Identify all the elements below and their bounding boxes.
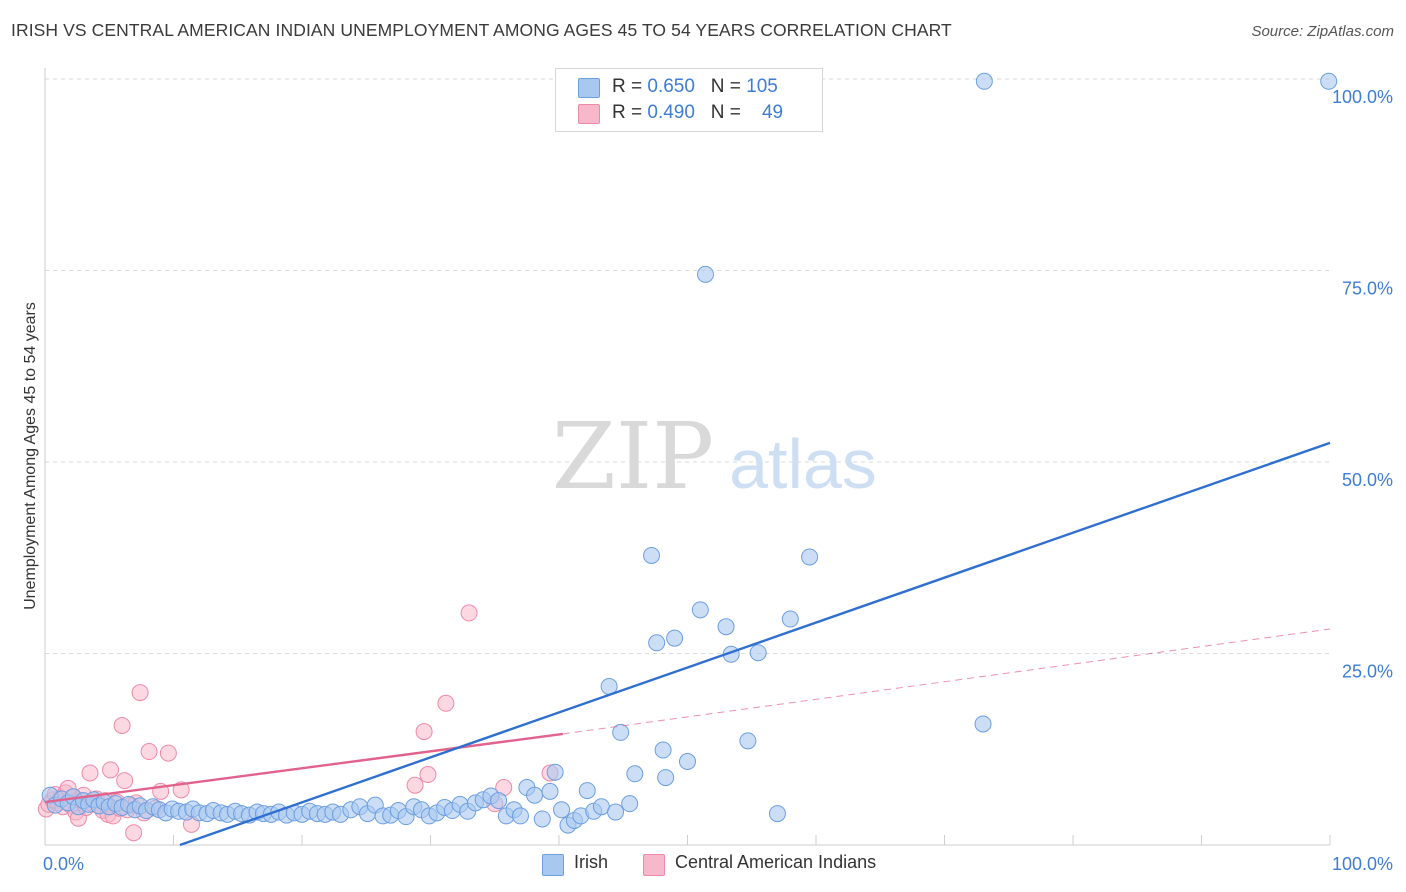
cai-point — [406, 776, 424, 794]
irish-point — [626, 765, 644, 783]
irish-point — [546, 763, 564, 781]
irish-point — [666, 629, 684, 647]
cai-point — [159, 744, 177, 762]
irish-swatch — [578, 78, 600, 98]
watermark-atlas: atlas — [729, 425, 877, 503]
legend-swatch-cai — [643, 854, 665, 876]
irish-point — [749, 644, 767, 662]
irish-point — [490, 792, 508, 810]
irish-point — [643, 546, 661, 564]
irish-point — [592, 798, 610, 816]
cai-point — [81, 764, 99, 782]
irish-point — [526, 786, 544, 804]
source-label: Source: ZipAtlas.com — [1251, 23, 1394, 40]
x-tick-label: 100.0% — [1332, 854, 1393, 874]
irish-point — [578, 782, 596, 800]
legend-swatch-irish — [542, 854, 564, 876]
cai-point — [460, 604, 478, 622]
irish-point — [657, 769, 675, 787]
chart-title: IRISH VS CENTRAL AMERICAN INDIAN UNEMPLO… — [11, 20, 952, 40]
cai-trend-extension — [562, 628, 1331, 735]
x-tick-label: 0.0% — [43, 854, 84, 874]
irish-point — [511, 807, 529, 825]
irish-point — [621, 795, 639, 813]
cai-trend-line — [44, 732, 564, 804]
watermark: ZIP atlas — [552, 403, 877, 510]
irish-point — [612, 723, 630, 741]
irish-point — [533, 810, 551, 828]
legend-label-irish: Irish — [574, 852, 609, 872]
cai-swatch — [578, 104, 600, 124]
irish-point — [541, 782, 559, 800]
cai-point — [437, 694, 455, 712]
series-legend: Irish Central American Indians — [0, 852, 1406, 878]
legend-label-cai: Central American Indians — [675, 852, 877, 872]
irish-point — [739, 732, 757, 750]
irish-trend-line — [179, 441, 1331, 847]
y-tick-labels: 100.0% 75.0% 50.0% 25.0% — [1332, 87, 1393, 682]
cai-point — [125, 824, 143, 842]
y-tick-label: 25.0% — [1342, 662, 1393, 682]
y-tick-label: 100.0% — [1332, 87, 1393, 107]
irish-point — [654, 741, 672, 759]
y-tick-label: 50.0% — [1342, 470, 1393, 490]
cai-point — [113, 717, 131, 735]
irish-point — [679, 753, 696, 771]
y-tick-label: 75.0% — [1342, 279, 1393, 299]
irish-point — [696, 265, 714, 283]
cai-point — [415, 723, 433, 741]
irish-point — [781, 610, 799, 628]
cai-point — [102, 761, 120, 779]
irish-point — [974, 715, 992, 733]
irish-point — [975, 72, 993, 90]
cai-stats: R = 0.490 N = 49 — [612, 102, 784, 123]
stats-legend: R = 0.650 N = 105 R = 0.490 N = 49 — [555, 68, 823, 132]
cai-point — [419, 766, 437, 784]
irish-stats: R = 0.650 N = 105 — [612, 76, 778, 97]
x-tick-labels: 0.0% 100.0% — [43, 854, 1393, 874]
irish-point — [691, 601, 709, 619]
watermark-zip: ZIP — [552, 403, 714, 510]
irish-point — [607, 803, 625, 821]
cai-point — [116, 772, 134, 790]
irish-point — [1320, 72, 1338, 90]
axes — [44, 68, 1330, 846]
cai-point — [140, 743, 158, 761]
cai-point — [131, 684, 149, 702]
irish-point — [801, 548, 819, 566]
trend-lines — [44, 441, 1331, 847]
irish-point — [717, 618, 735, 636]
irish-point — [648, 634, 666, 652]
irish-point — [553, 801, 571, 819]
irish-point — [768, 805, 786, 823]
